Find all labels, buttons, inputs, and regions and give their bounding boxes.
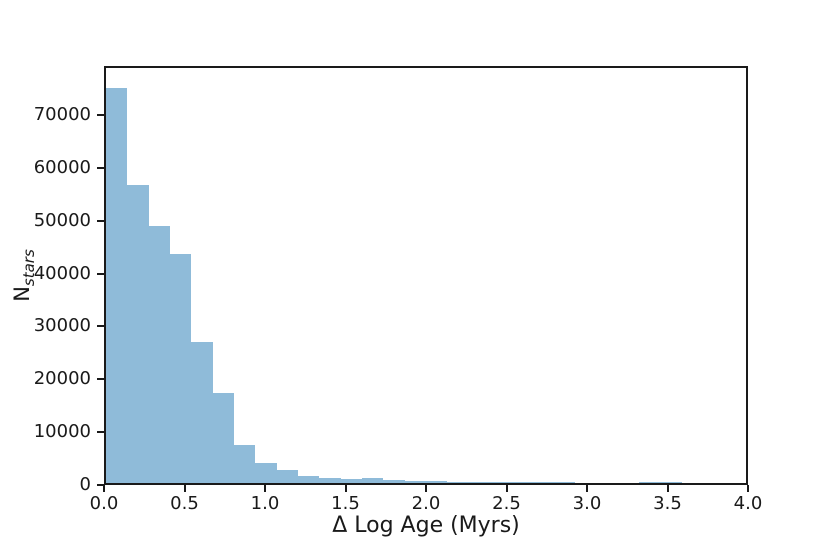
- histogram-bar: [148, 225, 170, 483]
- histogram-bar: [170, 254, 192, 483]
- histogram-bar: [447, 481, 469, 483]
- x-tick-label: 1.5: [331, 493, 360, 514]
- histogram-bar: [639, 482, 661, 483]
- y-tick-mark: [97, 166, 104, 169]
- histogram-bar: [383, 480, 405, 483]
- y-tick-mark: [97, 378, 104, 381]
- histogram-bar: [212, 392, 234, 483]
- x-tick-label: 4.0: [733, 493, 763, 514]
- x-tick-label: 2.0: [411, 493, 441, 514]
- y-tick-label: 10000: [33, 421, 91, 443]
- x-tick-mark: [183, 485, 186, 492]
- x-axis-ticks: 0.0 0.5 1.0 1.5 2.0 2.5 3.0 3.5 4.0: [90, 485, 762, 519]
- y-tick-label: 20000: [33, 368, 91, 390]
- bars-layer: [106, 68, 746, 483]
- y-tick-label: 60000: [33, 156, 91, 178]
- y-tick-mark: [97, 272, 104, 275]
- x-tick-label: 0.5: [170, 493, 199, 514]
- x-tick-mark: [344, 485, 347, 492]
- histogram-bar: [468, 481, 490, 483]
- histogram-bar: [234, 444, 256, 483]
- x-tick-label: 3.0: [572, 493, 602, 514]
- histogram-bar: [426, 481, 448, 483]
- histogram-bar: [319, 477, 341, 483]
- plot-area: [104, 66, 748, 485]
- histogram-bar: [276, 469, 298, 483]
- x-tick-mark: [586, 485, 588, 492]
- x-tick-label: 3.5: [653, 493, 682, 514]
- y-axis-ticks: 0 10000 20000 30000 40000 50000 60000 70000: [0, 66, 104, 494]
- y-tick-mark: [97, 325, 104, 328]
- histogram-bar: [255, 462, 277, 483]
- histogram-bar: [532, 482, 554, 483]
- x-tick-label: 1.0: [250, 493, 280, 514]
- histogram-bar: [554, 482, 576, 483]
- histogram-bar: [298, 475, 320, 483]
- y-tick-label: 70000: [33, 104, 91, 126]
- y-tick-label: 40000: [33, 262, 91, 284]
- y-tick-label: 30000: [33, 315, 91, 337]
- y-tick-label: 50000: [33, 209, 91, 231]
- x-tick-label: 0.0: [89, 493, 119, 514]
- y-tick-mark: [97, 114, 104, 117]
- x-tick-label: 2.5: [492, 493, 521, 514]
- y-tick-mark: [97, 219, 104, 222]
- histogram-bar: [404, 481, 426, 483]
- histogram-bar: [362, 478, 384, 483]
- histogram-bar: [660, 482, 682, 483]
- x-tick-mark: [425, 485, 427, 492]
- x-tick-mark: [666, 485, 669, 492]
- x-tick-mark: [103, 485, 105, 492]
- histogram-bar: [340, 479, 362, 483]
- histogram-bar: [511, 482, 533, 483]
- x-tick-mark: [264, 485, 266, 492]
- y-tick-mark: [97, 484, 104, 486]
- histogram-bar: [127, 184, 149, 483]
- histogram-bar: [490, 481, 512, 483]
- histogram-bar: [106, 87, 128, 483]
- histogram-bar: [191, 341, 213, 483]
- y-tick-mark: [97, 431, 104, 434]
- x-tick-mark: [505, 485, 508, 492]
- x-tick-mark: [747, 485, 749, 492]
- y-tick-label: 0: [79, 474, 91, 495]
- x-axis-label: Δ Log Age (Myrs): [332, 513, 520, 538]
